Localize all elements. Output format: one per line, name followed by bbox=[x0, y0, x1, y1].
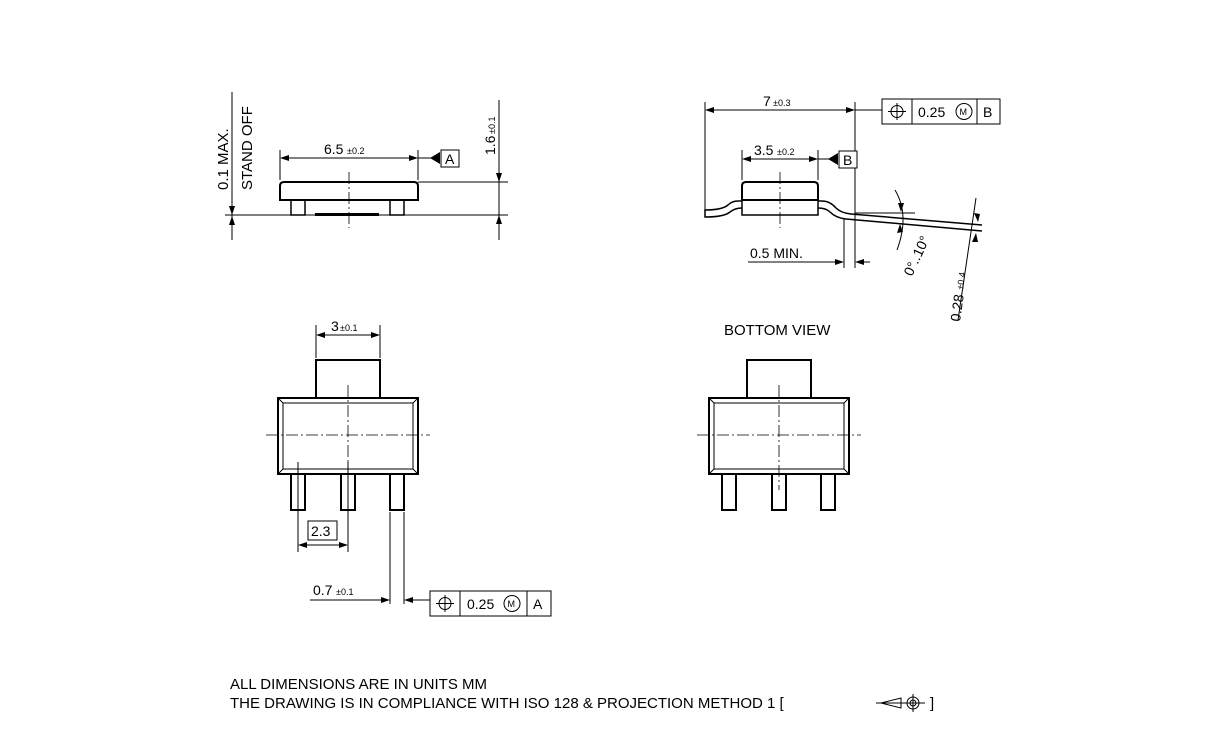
side-width-tol: ±0.2 bbox=[347, 146, 364, 156]
tab-width-value: 3 bbox=[331, 318, 339, 334]
lead-span-value: 7 bbox=[763, 93, 771, 109]
body-width-tol: ±0.2 bbox=[777, 147, 794, 157]
thickness-value: 0.28 bbox=[947, 293, 967, 322]
tolerance-a-datum: A bbox=[533, 596, 543, 612]
bottom-view-label: BOTTOM VIEW bbox=[724, 322, 831, 339]
position-icon bbox=[888, 103, 906, 120]
bottom-view: BOTTOM VIEW bbox=[697, 322, 861, 511]
mmc-icon bbox=[503, 595, 521, 612]
side-view-lead-right bbox=[389, 199, 405, 216]
lead-width-value: 0.7 bbox=[313, 582, 333, 598]
datum-b-triangle bbox=[828, 153, 838, 165]
top-view: 3 ±0.1 2.3 0.7 ±0.1 0.25 bbox=[266, 318, 552, 617]
datum-a-box bbox=[440, 149, 460, 168]
tolerance-a-modifier: M bbox=[508, 599, 516, 609]
side-width-value: 6.5 bbox=[324, 141, 344, 157]
height-value: 1.6 bbox=[482, 135, 498, 155]
thickness-tol: ±0.4 bbox=[955, 272, 967, 291]
angle-label: 0°..10° bbox=[900, 233, 932, 278]
tolerance-frame-b: 0.25 M B bbox=[881, 98, 1001, 125]
datum-b-box bbox=[838, 150, 858, 169]
note-compliance-end: ] bbox=[930, 695, 934, 712]
bottom-view-lead-2 bbox=[771, 473, 787, 511]
end-view-lead-right bbox=[818, 200, 983, 226]
pitch-box bbox=[307, 520, 338, 541]
lead-width-tol: ±0.1 bbox=[336, 587, 353, 597]
top-view-lead-3 bbox=[389, 473, 405, 511]
mmc-icon bbox=[955, 103, 973, 120]
lead-span-tol: ±0.3 bbox=[773, 98, 790, 108]
datum-b-label: B bbox=[843, 152, 852, 168]
side-view-lead-left bbox=[290, 199, 306, 216]
tolerance-a-value: 0.25 bbox=[467, 596, 494, 612]
end-view: 7 ±0.3 0.25 M B 3.5 ±0.2 B bbox=[704, 93, 1001, 322]
lead-min-label: 0.5 MIN. bbox=[750, 245, 803, 261]
notes: ALL DIMENSIONS ARE IN UNITS MM THE DRAWI… bbox=[230, 676, 934, 712]
end-view-body bbox=[741, 181, 819, 201]
height-tol: ±0.1 bbox=[487, 117, 497, 134]
standoff-line2: STAND OFF bbox=[239, 106, 256, 190]
tab-width-tol: ±0.1 bbox=[340, 323, 357, 333]
position-icon bbox=[436, 595, 454, 612]
body-width-value: 3.5 bbox=[754, 142, 774, 158]
datum-a-label: A bbox=[445, 151, 455, 167]
standoff-line1: 0.1 MAX. bbox=[215, 128, 232, 190]
tolerance-b-value: 0.25 bbox=[918, 104, 945, 120]
note-units: ALL DIMENSIONS ARE IN UNITS MM bbox=[230, 676, 487, 693]
datum-a-triangle bbox=[430, 152, 440, 164]
side-view: 6.5 ±0.2 A 1.6 ±0.1 0.1 MAX. STAND OFF bbox=[215, 92, 508, 240]
tolerance-b-modifier: M bbox=[960, 107, 968, 117]
bottom-view-lead-1 bbox=[721, 473, 737, 511]
note-compliance: THE DRAWING IS IN COMPLIANCE WITH ISO 12… bbox=[230, 695, 785, 712]
projection-method-icon bbox=[876, 694, 925, 712]
side-view-body bbox=[279, 181, 419, 201]
pitch-value: 2.3 bbox=[311, 523, 331, 539]
tolerance-frame-a: 0.25 M A bbox=[429, 590, 552, 617]
bottom-view-lead-3 bbox=[820, 473, 836, 511]
tolerance-b-datum: B bbox=[983, 104, 992, 120]
end-view-lead-left bbox=[704, 200, 743, 218]
